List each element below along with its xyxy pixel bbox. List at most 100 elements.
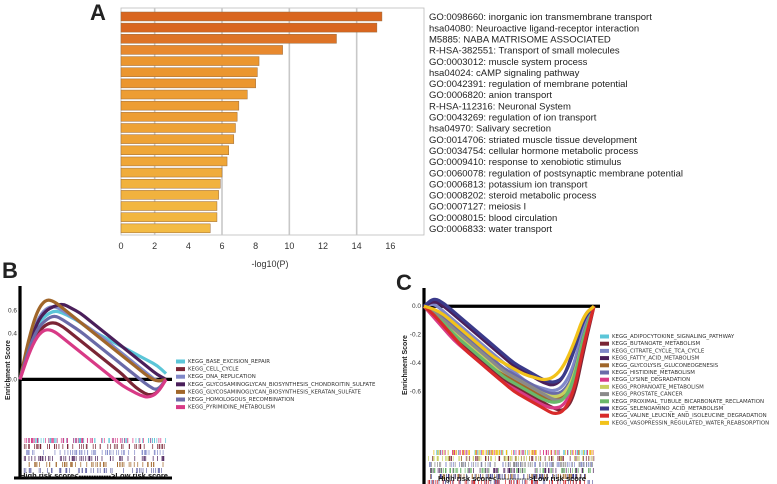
panel-a-bar xyxy=(120,167,223,178)
panel-b-legend-label: KEGG_BASE_EXCISION_REPAIR xyxy=(188,359,270,365)
panel-a-category-label: GO:0060078: regulation of postsynaptic m… xyxy=(429,168,683,179)
panel-b-legend-label: KEGG_CELL_CYCLE xyxy=(188,367,239,373)
panel-c-legend-label: KEGG_LYSINE_DEGRADATION xyxy=(612,377,690,383)
panel-c-y-tick-label: -0.2 xyxy=(410,332,422,339)
panel-c-legend-swatch xyxy=(600,420,609,425)
panel-c-legend-swatch xyxy=(600,370,609,375)
panel-a-bar xyxy=(120,190,219,200)
panel-a-bar xyxy=(120,34,337,44)
panel-b-series-line xyxy=(18,302,167,381)
panel-c-legend-swatch xyxy=(600,363,609,368)
panel-c-legend-label: KEGG_PROSTATE_CANCER xyxy=(612,392,683,398)
panel-c-series-line xyxy=(422,305,596,404)
panel-b-legend-swatch xyxy=(176,389,185,394)
panel-c-legend-swatch xyxy=(600,341,609,346)
panel-a-bar xyxy=(120,100,240,111)
panel-a-category-label: hsa04024: cAMP signaling pathway xyxy=(429,68,580,79)
panel-b-legend-label: KEGG_GLYCOSAMINOGLYCAN_BIOSYNTHESIS_KERA… xyxy=(188,389,362,395)
panel-c-legend-swatch xyxy=(600,348,609,353)
panel-b-legend-swatch xyxy=(176,382,185,387)
panel-a-category-label: GO:0003012: muscle system process xyxy=(429,57,588,68)
panel-c-series-line xyxy=(422,297,596,384)
panel-b-series-line xyxy=(18,298,167,383)
panel-b-series-line xyxy=(18,328,168,399)
panel-c-legend-label: KEGG_BUTANOATE_METABOLISM xyxy=(612,341,701,347)
panel-a-bar xyxy=(120,45,283,55)
panel-c-letter: C xyxy=(396,270,412,295)
panel-b-legend-label: KEGG_PYRIMIDINE_METABOLISM xyxy=(188,405,275,411)
panel-b-legend-label: KEGG_HOMOLOGOUS_RECOMBINATION xyxy=(188,397,294,403)
panel-c-legend-label: KEGG_VALINE_LEUCINE_AND_ISOLEUCINE_DEGRA… xyxy=(612,413,767,419)
panel-a-category-label: GO:0098660: inorganic ion transmembrane … xyxy=(429,12,652,23)
panel-b-y-tick-label: 0.4 xyxy=(8,331,17,338)
panel-c-legend-label: KEGG_CITRATE_CYCLE_TCA_CYCLE xyxy=(612,348,705,354)
panel-c-x-axis-title: High risk score<------------->Low risk s… xyxy=(438,474,586,483)
panel-c-legend-swatch xyxy=(600,356,609,361)
panel-a-category-label: M5885: NABA MATRISOME ASSOCIATED xyxy=(429,34,611,45)
panel-c-legend-swatch xyxy=(600,406,609,411)
panel-a-bar xyxy=(120,212,218,222)
panel-b-legend-label: KEGG_DNA_REPLICATION xyxy=(188,374,256,380)
panel-a-x-tick-label: 2 xyxy=(152,241,157,251)
panel-c-legend-swatch xyxy=(600,334,609,339)
panel-a-bar xyxy=(120,78,256,89)
panel-a-category-label: GO:0034754: cellular hormone metabolic p… xyxy=(429,146,638,157)
panel-a-category-label: R-HSA-112316: Neuronal System xyxy=(429,101,571,112)
panel-b-legend-swatch xyxy=(176,405,185,410)
panel-a-bar xyxy=(120,67,258,77)
panel-a-x-tick-label: 10 xyxy=(284,241,294,251)
panel-a-x-tick-label: 8 xyxy=(253,241,258,251)
panel-c-series-line xyxy=(423,304,596,396)
panel-c-y-axis-title: Enrichment Score xyxy=(402,335,409,395)
panel-c-gsea-plot: 0.0 -0.2 -0.4 -0.6 KEGG_ADIPOCYTOKINE_SIGNAL… xyxy=(410,288,769,484)
panel-c-y-tick-label: 0.0 xyxy=(412,303,421,310)
panel-c-legend-swatch xyxy=(600,377,609,382)
panel-b-y-axis-title: Enrichment Score xyxy=(5,340,12,400)
panel-a-x-tick-label: 0 xyxy=(118,241,123,251)
panel-a-bar xyxy=(120,89,248,100)
panel-a-x-tick-label: 6 xyxy=(219,241,224,251)
panel-b-x-axis-title: High risk score<------------->Low risk s… xyxy=(20,471,168,480)
panel-a-category-label: GO:0014706: striated muscle tissue devel… xyxy=(429,135,637,146)
panel-a-category-label: GO:0043269: regulation of ion transport xyxy=(429,113,597,124)
panel-a-category-label: R-HSA-382551: Transport of small molecul… xyxy=(429,46,620,57)
panel-a-x-axis-title: -log10(P) xyxy=(251,259,288,269)
panel-b-letter: B xyxy=(2,258,18,283)
panel-a-category-label: hsa04080: Neuroactive ligand-receptor in… xyxy=(429,23,639,34)
panel-a-category-label: GO:0006833: water transport xyxy=(429,224,552,235)
panel-a-bar xyxy=(120,22,378,33)
panel-a-bar xyxy=(120,11,383,22)
panel-a-bar xyxy=(120,134,235,144)
panel-b-legend-swatch xyxy=(176,374,185,379)
panel-a-x-tick-label: 12 xyxy=(318,241,328,251)
panel-a-category-label: GO:0042391: regulation of membrane poten… xyxy=(429,79,628,90)
panel-a-category-label: hsa04970: Salivary secretion xyxy=(429,124,551,135)
panel-a-category-label: GO:0008202: steroid metabolic process xyxy=(429,191,597,202)
panel-a-category-label: GO:0006820: anion transport xyxy=(429,90,552,101)
panel-c-legend-label: KEGG_GLYCOLYSIS_GLUCONEOGENESIS xyxy=(612,363,719,369)
panel-c-legend-label: KEGG_FATTY_ACID_METABOLISM xyxy=(612,356,700,362)
panel-a-bar-chart: 0 2 4 6 8 10 12 14 16 GO:0098660: inorganic ion t… xyxy=(118,7,683,251)
panel-b-series-line xyxy=(18,314,168,391)
panel-a-bar xyxy=(120,56,260,66)
panel-a-bar xyxy=(120,223,211,234)
panel-c-legend-label: KEGG_SELENOAMINO_ACID_METABOLISM xyxy=(612,406,724,412)
panel-c-legend-label: KEGG_VASOPRESSIN_REGULATED_WATER_REABSOR… xyxy=(612,420,769,426)
panel-a-letter: A xyxy=(90,0,106,25)
panel-b-gsea-plot: 0.6 0.4 0.0 KEGG_BASE_EXCISION_REPAIR KEGG_C… xyxy=(8,286,376,480)
panel-c-legend-label: KEGG_ADIPOCYTOKINE_SIGNALING_PATHWAY xyxy=(612,334,735,340)
panel-c-legend-label: KEGG_PROPANOATE_METABOLISM xyxy=(612,384,704,390)
panel-c-legend-swatch xyxy=(600,399,609,404)
panel-c-series-line xyxy=(422,305,596,415)
panel-a-x-tick-label: 14 xyxy=(352,241,362,251)
panel-a-x-tick-label: 16 xyxy=(385,241,395,251)
panel-a-category-label: GO:0006813: potassium ion transport xyxy=(429,179,588,190)
panel-b-legend-swatch xyxy=(176,367,185,372)
panel-a-bar xyxy=(120,112,238,122)
panel-c-legend-swatch xyxy=(600,413,609,418)
panel-a-category-label: GO:0008015: blood circulation xyxy=(429,213,557,224)
panel-b-legend-swatch xyxy=(176,359,185,364)
panel-b-y-tick-label: 0.6 xyxy=(8,308,17,315)
panel-b-legend-label: KEGG_GLYCOSAMINOGLYCAN_BIOSYNTHESIS_CHON… xyxy=(188,382,376,388)
panel-c-y-tick-label: -0.4 xyxy=(410,360,422,367)
